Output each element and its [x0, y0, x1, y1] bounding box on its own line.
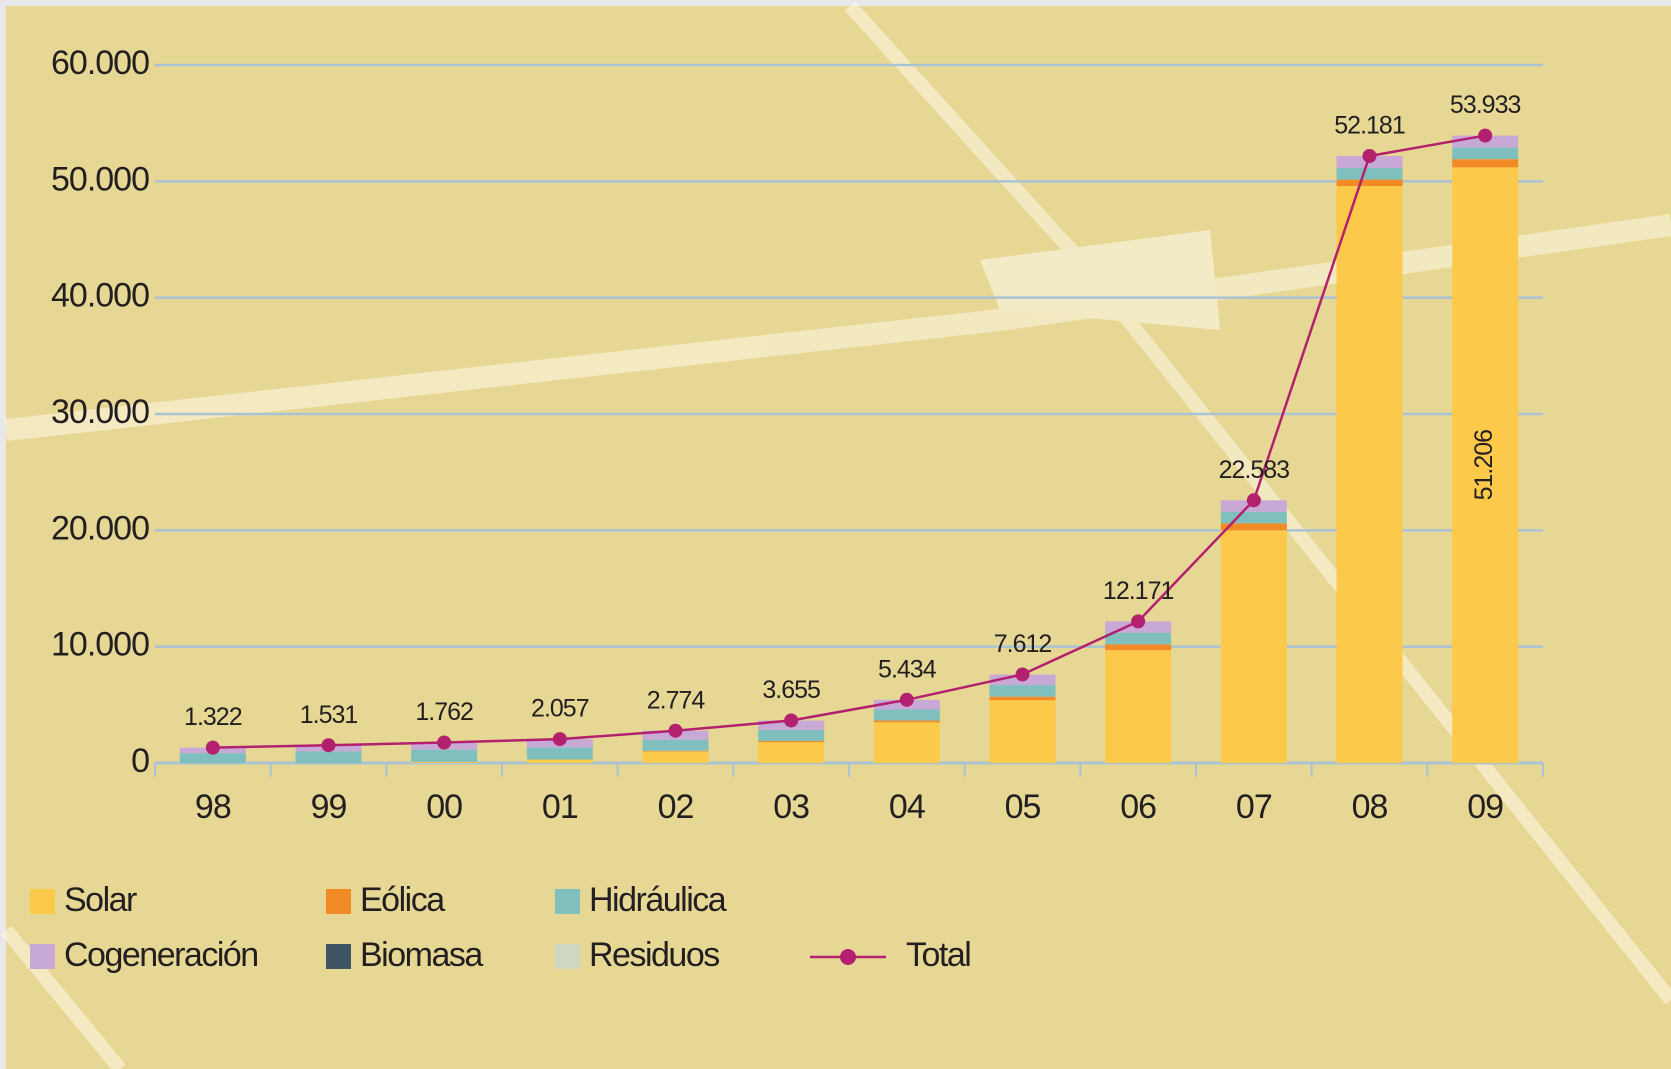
legend-label: Hidráulica — [589, 881, 727, 919]
total-point — [900, 693, 914, 707]
bar-segment — [411, 750, 477, 762]
bar-segment — [296, 751, 362, 763]
legend-swatch — [555, 889, 580, 914]
total-point — [437, 736, 451, 750]
bar-segment — [643, 751, 709, 752]
legend-swatch — [326, 944, 351, 969]
x-tick-label: 08 — [1352, 788, 1388, 826]
bar-segment — [990, 685, 1056, 697]
y-tick-label: 60.000 — [51, 44, 149, 82]
legend-swatch — [555, 944, 580, 969]
legend-label: Cogeneración — [64, 936, 258, 974]
bar-segment — [1221, 530, 1287, 763]
bar-segment — [1105, 633, 1171, 645]
bar-segment — [758, 741, 824, 742]
legend-label: Total — [906, 936, 970, 974]
data-label: 2.774 — [647, 686, 706, 714]
page: 0 10.000 20.000 30.000 40.000 50.000 60.000 98 9… — [0, 0, 1671, 1069]
total-point — [1478, 129, 1492, 143]
bar-segment — [874, 709, 940, 720]
bar-segment — [1452, 159, 1518, 167]
total-point — [553, 732, 567, 746]
data-label: 5.434 — [878, 655, 937, 683]
total-point — [1363, 149, 1377, 163]
bar-segment — [1337, 180, 1403, 186]
data-label: 2.057 — [531, 695, 589, 723]
bar-segment — [643, 751, 709, 763]
y-tick-label: 50.000 — [51, 160, 149, 198]
bar-segment — [990, 700, 1056, 763]
data-label: 1.762 — [415, 698, 473, 726]
x-tick-label: 98 — [195, 788, 231, 826]
x-tick-label: 06 — [1120, 788, 1156, 826]
bar-segment — [411, 762, 477, 763]
legend-label: Solar — [64, 881, 137, 919]
data-label: 52.181 — [1334, 112, 1405, 140]
total-point — [784, 713, 798, 727]
bar-segment — [990, 697, 1056, 700]
x-tick-label: 00 — [426, 788, 462, 826]
data-label: 1.531 — [300, 701, 358, 729]
total-point — [1247, 493, 1261, 507]
bar-segment — [758, 742, 824, 763]
legend-swatch — [30, 944, 55, 969]
x-tick-label: 05 — [1005, 788, 1041, 826]
bar-segment — [874, 721, 940, 723]
x-tick-label: 02 — [658, 788, 694, 826]
x-tick-label: 03 — [773, 788, 809, 826]
legend-label: Eólica — [360, 881, 445, 919]
y-tick-label: 20.000 — [51, 509, 149, 547]
bar-segment — [1221, 512, 1287, 524]
total-point — [1131, 614, 1145, 628]
x-tick-label: 99 — [311, 788, 347, 826]
total-point — [322, 738, 336, 752]
chart: 0 10.000 20.000 30.000 40.000 50.000 60.000 98 9… — [0, 0, 1671, 1069]
legend-label: Biomasa — [360, 936, 483, 974]
bar-segment — [1452, 148, 1518, 160]
x-tick-label: 04 — [889, 788, 925, 826]
bar-segment — [1105, 644, 1171, 650]
data-label: 12.171 — [1103, 577, 1174, 605]
y-tick-label: 30.000 — [51, 393, 149, 431]
data-label: 53.933 — [1450, 91, 1521, 119]
bar-segment — [874, 722, 940, 763]
legend-label: Residuos — [589, 936, 719, 974]
data-label: 3.655 — [762, 676, 820, 704]
total-point — [1016, 667, 1030, 681]
legend-marker — [840, 949, 856, 965]
bar-segment — [1337, 168, 1403, 180]
data-label: 51.206 — [1470, 430, 1498, 501]
bar-segment — [1337, 186, 1403, 763]
bar-segment — [643, 740, 709, 751]
bar-segment — [527, 747, 593, 759]
data-label: 22.583 — [1219, 456, 1290, 484]
background — [6, 6, 1671, 1069]
bar-segment — [527, 760, 593, 763]
x-tick-label: 07 — [1236, 788, 1272, 826]
x-tick-label: 01 — [542, 788, 578, 826]
data-label: 7.612 — [994, 630, 1052, 658]
y-tick-label: 0 — [131, 742, 149, 780]
total-point — [669, 724, 683, 738]
bar-segment — [1105, 650, 1171, 763]
data-label: 1.322 — [184, 703, 242, 731]
y-tick-label: 10.000 — [51, 626, 149, 664]
bar-segment — [758, 730, 824, 741]
legend-swatch — [30, 889, 55, 914]
x-tick-label: 09 — [1467, 788, 1503, 826]
y-tick-label: 40.000 — [51, 277, 149, 315]
total-point — [206, 741, 220, 755]
legend-swatch — [326, 889, 351, 914]
